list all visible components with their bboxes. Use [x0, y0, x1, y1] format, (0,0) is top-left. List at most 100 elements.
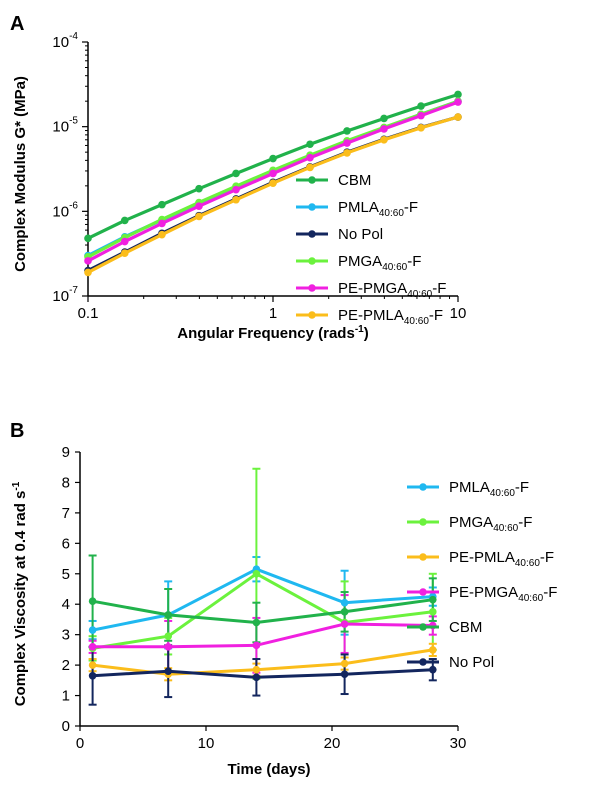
data-point	[454, 90, 462, 99]
y-tick-label: 1	[62, 688, 70, 705]
data-point	[232, 185, 240, 194]
legend-swatch-marker	[419, 658, 427, 666]
x-axis-title: Angular Frequency (rads-1)	[177, 324, 368, 342]
data-point	[120, 216, 129, 225]
series-line-2	[87, 115, 459, 272]
data-point	[340, 620, 349, 628]
legend-swatch-marker	[308, 203, 316, 211]
legend-label: PE-PMLA40:60-F	[338, 307, 443, 327]
y-tick-label: 0	[62, 718, 70, 735]
data-point	[429, 595, 437, 604]
y-tick-label: 10-6	[52, 200, 78, 220]
x-tick-label: 1	[269, 305, 277, 322]
legend-swatch-marker	[419, 483, 427, 491]
y-tick-label: 9	[62, 444, 70, 461]
data-point	[84, 268, 92, 277]
data-point	[158, 200, 166, 209]
y-tick-label: 10-4	[52, 31, 78, 51]
y-axis-title: Complex Viscosity at 0.4 rad s-1	[11, 481, 29, 706]
legend-swatch-marker	[308, 311, 316, 319]
y-tick-label: 7	[62, 505, 70, 522]
data-point	[380, 114, 388, 123]
legend-swatch-marker	[419, 553, 427, 561]
data-point	[417, 102, 425, 110]
data-point	[164, 643, 172, 651]
data-point	[195, 184, 203, 193]
data-point	[232, 169, 240, 178]
data-point	[343, 127, 351, 135]
x-tick-label: 20	[324, 735, 341, 752]
legend-swatch-marker	[308, 284, 316, 292]
x-tick-label: 10	[198, 735, 215, 752]
legend-label: PMGA40:60-F	[338, 253, 421, 273]
data-point	[164, 632, 172, 640]
panel-a-letter: A	[10, 13, 24, 35]
data-point	[232, 195, 240, 204]
data-point	[84, 257, 92, 265]
legend-label: PE-PMGA40:60-F	[338, 280, 446, 300]
legend-swatch-marker	[308, 176, 316, 184]
x-tick-label: 0	[76, 735, 84, 752]
data-point	[252, 641, 261, 650]
legend-label: PMGA40:60-F	[449, 514, 532, 534]
data-point	[88, 671, 97, 680]
y-tick-label: 10-5	[52, 116, 78, 136]
y-tick-label: 8	[62, 474, 70, 491]
data-point	[343, 149, 351, 157]
data-point	[252, 665, 261, 674]
data-point	[164, 667, 172, 675]
data-point	[88, 626, 97, 634]
data-point	[158, 230, 166, 239]
legend-swatch-marker	[419, 588, 427, 596]
data-point	[454, 98, 462, 106]
data-point	[164, 611, 172, 619]
data-point	[84, 234, 92, 243]
legend-label: PMLA40:60-F	[338, 199, 418, 219]
legend-label: CBM	[449, 619, 482, 636]
data-point	[195, 202, 203, 210]
data-point	[88, 597, 97, 605]
data-point	[269, 169, 277, 178]
data-point	[380, 135, 388, 144]
data-point	[269, 179, 277, 187]
y-tick-label: 4	[62, 596, 70, 613]
legend-label: PMLA40:60-F	[449, 479, 529, 499]
panel-b-chart: 0 1 2 3 4 5 6 7 8 9 0 10 20 30 Time (days) Complex Visc…	[11, 444, 557, 778]
data-point	[306, 140, 314, 149]
legend-swatch-marker	[308, 257, 316, 265]
legend-label: No Pol	[338, 226, 383, 243]
data-point	[195, 212, 203, 221]
data-point	[340, 670, 349, 679]
data-point	[429, 665, 437, 674]
series-line-2	[92, 648, 434, 676]
series-line-5	[87, 115, 459, 274]
data-point	[429, 646, 437, 654]
data-point	[417, 111, 425, 120]
data-point	[429, 608, 437, 616]
legend-swatch-marker	[419, 518, 427, 526]
data-point	[120, 249, 129, 258]
data-point	[252, 618, 261, 627]
data-point	[417, 123, 425, 132]
data-point	[306, 163, 314, 172]
y-tick-label: 2	[62, 657, 70, 674]
legend-label: CBM	[338, 172, 371, 189]
x-tick-label: 10	[450, 305, 467, 322]
data-point	[343, 139, 351, 147]
x-axis-title: Time (days)	[227, 761, 310, 778]
data-point	[454, 113, 462, 121]
y-tick-label: 5	[62, 566, 70, 583]
panel-a-chart: 10-7 10-6 10-5 10-4 0.1 1 10 Angular Frequency …	[12, 31, 466, 342]
y-tick-label: 6	[62, 535, 70, 552]
data-point	[252, 673, 261, 682]
data-point	[306, 153, 314, 162]
data-point	[88, 661, 97, 669]
y-tick-label: 10-7	[52, 285, 78, 305]
y-tick-label: 3	[62, 627, 70, 644]
legend-label: No Pol	[449, 654, 494, 671]
legend-label: PE-PMGA40:60-F	[449, 584, 557, 604]
data-point	[340, 659, 349, 668]
data-point	[158, 219, 166, 228]
data-point	[252, 569, 261, 578]
